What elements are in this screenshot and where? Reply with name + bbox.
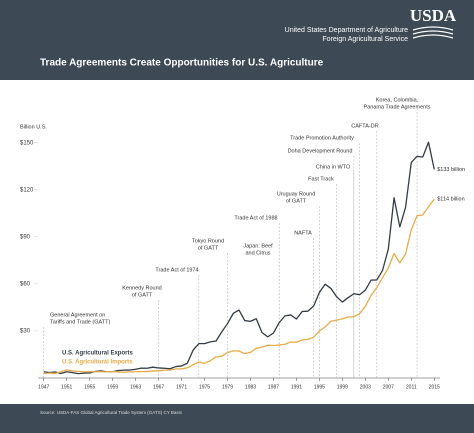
annotation: Tokyo Round bbox=[192, 238, 224, 244]
x-tick-label: 2015 bbox=[429, 384, 440, 390]
annotation: Trade Act of 1988 bbox=[234, 215, 277, 221]
x-tick-label: 1999 bbox=[337, 384, 348, 390]
x-tick-label: 1995 bbox=[314, 384, 325, 390]
logo: USDA bbox=[410, 6, 457, 25]
annotation: and Citrus bbox=[245, 250, 270, 256]
chart-title: Trade Agreements Create Opportunities fo… bbox=[40, 58, 324, 69]
annotation: Japan: Beef bbox=[243, 243, 273, 249]
source: Source: USDA-FAS Global Agricultural Tra… bbox=[40, 410, 183, 415]
annotation: Uruguay Round bbox=[277, 191, 316, 197]
x-tick-label: 1967 bbox=[153, 384, 164, 390]
annotation: Korea, Colombia, bbox=[376, 97, 419, 103]
footer-band bbox=[0, 404, 474, 433]
annotation: NAFTA bbox=[294, 230, 312, 236]
x-tick-label: 1951 bbox=[61, 384, 72, 390]
annotation: of GATT bbox=[132, 292, 153, 298]
y-axis-label: Billion U.S. bbox=[20, 124, 47, 130]
y-tick-label: $60 bbox=[20, 281, 31, 287]
legend-entry: U.S. Agricultural Exports bbox=[62, 351, 133, 357]
annotation: Kennedy Round bbox=[122, 285, 161, 291]
annotation: Panama Trade Agreements bbox=[364, 104, 431, 110]
y-tick-label: $90 bbox=[20, 234, 31, 240]
series-line bbox=[43, 141, 435, 375]
annotation: General Agreement on bbox=[50, 312, 105, 318]
header-band bbox=[0, 0, 474, 80]
annotation: Fast Track bbox=[308, 176, 334, 182]
y-tick-label: $30 bbox=[20, 329, 31, 335]
annotation: Doha Development Round bbox=[288, 148, 353, 154]
y-tick-label: $150 bbox=[20, 140, 34, 146]
annotation: Trade Promotion Authority bbox=[290, 135, 354, 141]
value-label: $133 billion bbox=[437, 167, 465, 173]
annotation: of GATT bbox=[286, 198, 307, 204]
x-tick-label: 1983 bbox=[245, 384, 256, 390]
x-tick-label: 2003 bbox=[360, 384, 371, 390]
x-tick-label: 2007 bbox=[383, 384, 394, 390]
logo-lines bbox=[412, 26, 454, 39]
x-tick-label: 1947 bbox=[38, 384, 49, 390]
series-line bbox=[43, 198, 435, 375]
annotation: Trade Act of 1974 bbox=[155, 267, 198, 273]
x-tick-label: 1971 bbox=[176, 384, 187, 390]
x-tick-label: 1963 bbox=[130, 384, 141, 390]
value-label: $114 billion bbox=[437, 197, 464, 203]
annotation: Tariffs and Trade (GATT) bbox=[50, 319, 110, 325]
x-tick-label: 1975 bbox=[199, 384, 210, 390]
annotation: of GATT bbox=[198, 245, 219, 251]
agency: Foreign Agricultural Service bbox=[322, 36, 408, 43]
y-tick-label: $120 bbox=[20, 187, 34, 193]
x-tick-label: 1959 bbox=[107, 384, 118, 390]
x-tick-label: 2011 bbox=[406, 384, 417, 390]
legend-entry: U.S. Agricultural Imports bbox=[62, 360, 133, 366]
annotation: China in WTO bbox=[316, 164, 351, 170]
x-tick-label: 1991 bbox=[291, 384, 302, 390]
annotation: CAFTA-DR bbox=[351, 123, 378, 129]
agency: United States Department of Agriculture bbox=[285, 27, 408, 34]
x-tick-label: 1955 bbox=[84, 384, 95, 390]
x-tick-label: 1987 bbox=[268, 384, 279, 390]
x-tick-label: 1979 bbox=[222, 384, 233, 390]
